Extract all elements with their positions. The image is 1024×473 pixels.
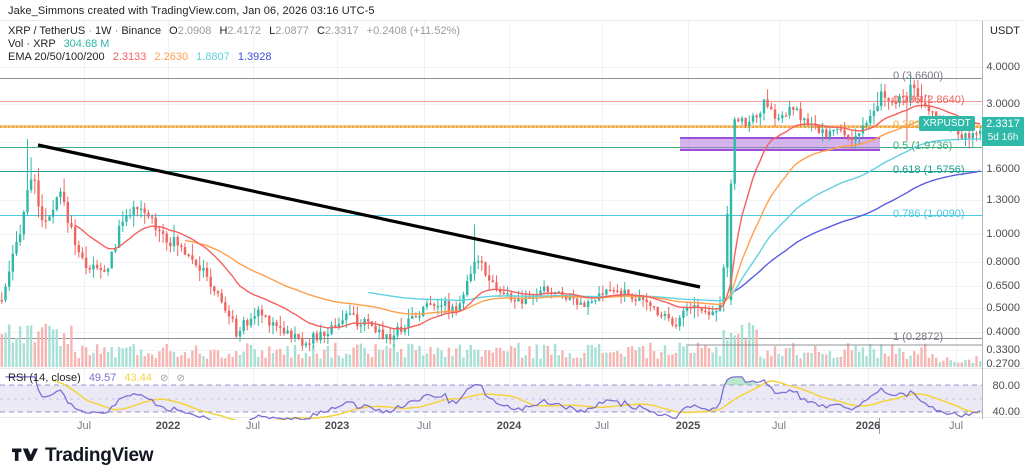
rsi-pane[interactable]: RSI (14, close) 49.57 43.44 ⊘ ⊘ [0,368,982,420]
attribution-text: Jake_Simmons created with TradingView.co… [8,5,375,17]
time-label-6: Jul [594,420,610,432]
time-label-7: 2025 [675,420,701,432]
price-label-7: 0.6500 [986,280,1020,292]
bar-countdown: 5d 16h [987,132,1019,143]
rsi-na-icon-1: ⊘ [160,373,169,384]
current-price-value: 2.3317 [986,118,1020,130]
time-label-2: Jul [245,420,261,432]
price-label-5: 1.0000 [986,228,1020,240]
legend-exchange[interactable]: Binance [121,25,162,37]
legend-high-label: H [219,25,228,37]
rsi-value: 49.57 [88,372,117,384]
current-price-tag[interactable]: 2.3317 5d 16h [982,117,1024,146]
support-zone-box[interactable] [680,137,880,151]
legend-change: +0.2408 (+11.52%) [366,25,461,37]
price-label-4: 1.3000 [986,194,1020,206]
price-series-svg [0,74,982,367]
chart-frame: XRP / TetherUS · 1W · Binance O2.0908 H2… [0,20,1024,420]
ema-100-line [368,138,981,302]
time-label-0: Jul [76,420,92,432]
legend-symbol[interactable]: XRP / TetherUS [8,25,86,37]
rsi-legend: RSI (14, close) 49.57 43.44 ⊘ ⊘ [8,372,185,384]
fib-line-0382-dotted [0,126,982,128]
legend-high-value: 2.4172 [227,25,262,37]
rsi-na-icon-2: ⊘ [176,373,185,384]
legend-low-label: L [269,25,276,37]
tradingview-logo [12,448,38,461]
legend-ema20-value: 2.3133 [112,51,147,63]
time-label-9: 2026 [855,420,881,432]
price-label-9: 0.4000 [986,326,1020,338]
legend-ema100-value: 1.8807 [196,51,230,63]
time-label-4: Jul [416,420,432,432]
time-label-1: 2022 [155,420,181,432]
fib-line-0 [0,78,982,79]
fib-line-0786 [0,215,982,216]
tradingview-wordmark: TradingView [45,445,154,466]
price-label-6: 0.8000 [986,256,1020,268]
legend-ema50-value: 2.2630 [154,51,189,63]
rsi-ma-line [52,379,981,420]
rsi-axis-label-40: 40.00 [992,406,1020,418]
price-label-11: 0.2700 [986,358,1020,370]
price-label-1: 3.0000 [986,98,1020,110]
price-label-8: 0.5000 [986,302,1020,314]
rsi-axis-label-80: 80.00 [992,380,1020,392]
price-label-3: 1.6000 [986,163,1020,175]
time-label-5: 2024 [496,420,522,432]
time-label-10: Jul [948,420,964,432]
ema-200-line [734,170,981,292]
time-axis[interactable]: Jul 2022 Jul 2023 Jul 2024 Jul 2025 Jul … [0,418,1024,440]
legend-close-label: C [316,25,325,37]
fib-line-1 [0,338,982,339]
volume-bars [0,322,982,367]
price-axis-unit: USDT [990,25,1020,37]
candlestick-series [0,74,982,352]
legend-volume-row: Vol · XRP 304.68 M [8,38,460,51]
legend-interval[interactable]: 1W [95,25,112,37]
rsi-title[interactable]: RSI (14, close) [8,372,81,384]
price-axis[interactable]: USDT 4.0000 3.0000 2.0000 1.6000 1.3000 … [982,21,1024,419]
tradingview-branding: TradingView [12,445,154,467]
main-price-pane[interactable]: XRP / TetherUS · 1W · Binance O2.0908 H2… [0,21,982,367]
legend-ema-row: EMA 20/50/100/200 2.3133 2.2630 1.8807 1… [8,51,460,64]
legend-ohlc-row: XRP / TetherUS · 1W · Binance O2.0908 H2… [8,25,461,37]
price-label-0: 4.0000 [986,61,1020,73]
legend-open-value: 2.0908 [177,25,212,37]
time-label-8: Jul [771,420,787,432]
rsi-ma-value: 43.44 [124,372,152,384]
time-label-3: 2023 [324,420,350,432]
legend-ema200-value: 1.3928 [237,51,272,63]
fib-line-0618 [0,171,982,172]
legend-close-value: 2.3317 [324,25,359,37]
main-legend: XRP / TetherUS · 1W · Binance O2.0908 H2… [8,25,460,64]
legend-volume-label[interactable]: Vol · XRP [8,38,56,50]
legend-ema-label[interactable]: EMA 20/50/100/200 [8,51,105,63]
price-label-10: 0.3300 [986,344,1020,356]
descending-resistance-trendline [37,143,701,289]
legend-open-label: O [169,25,178,37]
legend-volume-value: 304.68 M [63,38,110,50]
fib-line-0236 [0,101,982,102]
legend-low-value: 2.0877 [275,25,309,37]
